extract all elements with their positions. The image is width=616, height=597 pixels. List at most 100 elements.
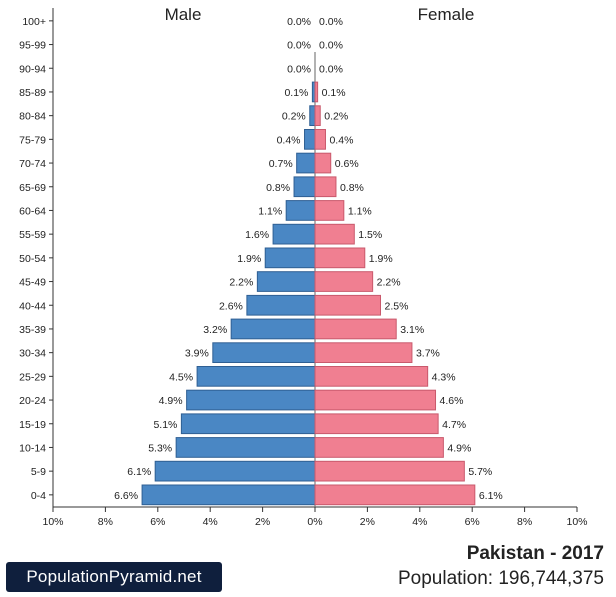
- male-value-label: 0.1%: [284, 87, 308, 99]
- age-group-label: 35-39: [19, 324, 46, 336]
- female-value-label: 0.6%: [335, 158, 359, 170]
- female-bar: [314, 81, 319, 103]
- axis-layer: 10% 8% 6% 4% 2% 0% 2% 4% 6% 8% 10%: [42, 8, 588, 528]
- age-group-label: 25-29: [19, 371, 46, 383]
- x-tick-label: 0%: [307, 516, 322, 528]
- male-bar: [285, 200, 316, 221]
- male-value-label: 3.9%: [185, 348, 209, 360]
- age-group-label: 80-84: [19, 111, 46, 123]
- brand-text: PopulationPyramid.net: [26, 567, 202, 586]
- x-tick-label: 2%: [255, 516, 270, 528]
- female-bar: [314, 484, 476, 506]
- male-value-label: 5.3%: [148, 442, 172, 454]
- female-value-label: 0.8%: [340, 182, 364, 194]
- female-value-label: 1.5%: [358, 229, 382, 241]
- brand-badge[interactable]: PopulationPyramid.net: [6, 562, 222, 592]
- age-group-label: 90-94: [19, 63, 46, 75]
- female-value-label: 0.4%: [329, 134, 353, 146]
- age-group-label: 50-54: [19, 253, 46, 265]
- chart-title: Pakistan - 2017: [466, 543, 604, 564]
- female-value-label: 0.0%: [319, 40, 343, 52]
- male-value-label: 4.5%: [169, 371, 193, 383]
- male-value-label: 0.0%: [287, 16, 311, 28]
- male-bar: [186, 389, 316, 411]
- age-group-label: 20-24: [19, 395, 46, 407]
- age-group-label: 95-99: [19, 40, 46, 52]
- male-bar: [175, 437, 316, 458]
- male-bar: [264, 247, 316, 269]
- x-tick-label: 2%: [360, 516, 375, 528]
- female-value-label: 4.7%: [442, 419, 466, 431]
- x-tick-label: 4%: [203, 516, 218, 528]
- male-value-label: 2.6%: [219, 300, 243, 312]
- x-tick-label: 4%: [412, 516, 427, 528]
- female-bar: [314, 200, 345, 221]
- female-value-label: 4.6%: [440, 395, 464, 407]
- labels-layer: 100+ 0.0% 0.0% 95-99 0.0% 0.0% 90-94 0.0% 0.0% 85…: [19, 16, 503, 502]
- female-value-label: 3.7%: [416, 348, 440, 360]
- female-value-label: 2.5%: [385, 300, 409, 312]
- female-bar: [314, 105, 321, 127]
- female-bar: [314, 366, 429, 387]
- male-value-label: 0.7%: [269, 158, 293, 170]
- age-group-label: 10-14: [19, 442, 46, 454]
- x-tick-label: 6%: [465, 516, 480, 528]
- female-bar: [314, 271, 374, 292]
- male-value-label: 2.2%: [229, 277, 253, 289]
- female-bar: [314, 152, 332, 174]
- age-group-label: 75-79: [19, 134, 46, 146]
- age-group-label: 85-89: [19, 87, 46, 99]
- male-bar: [296, 152, 316, 174]
- female-bar: [314, 460, 465, 482]
- x-tick-label: 10%: [566, 516, 587, 528]
- female-value-label: 0.2%: [324, 111, 348, 123]
- female-value-label: 1.9%: [369, 253, 393, 265]
- female-bar: [314, 223, 355, 245]
- age-group-label: 100+: [22, 16, 46, 28]
- age-group-label: 60-64: [19, 205, 46, 217]
- female-value-label: 2.2%: [377, 277, 401, 289]
- x-tick-label: 8%: [98, 516, 113, 528]
- male-value-label: 3.2%: [203, 324, 227, 336]
- x-tick-label: 10%: [42, 516, 63, 528]
- male-bar: [293, 176, 316, 198]
- bars-layer: [141, 81, 476, 506]
- female-value-label: 4.9%: [447, 442, 471, 454]
- male-value-label: 0.0%: [287, 63, 311, 75]
- male-bar: [256, 271, 316, 292]
- age-group-label: 70-74: [19, 158, 46, 170]
- age-group-label: 40-44: [19, 300, 46, 312]
- male-value-label: 5.1%: [153, 419, 177, 431]
- female-bar: [314, 413, 439, 435]
- male-value-label: 1.6%: [245, 229, 269, 241]
- female-bar: [314, 176, 337, 198]
- male-bar: [196, 366, 316, 387]
- x-tick-label: 6%: [150, 516, 165, 528]
- age-group-label: 55-59: [19, 229, 46, 241]
- female-value-label: 0.0%: [319, 63, 343, 75]
- male-value-label: 6.1%: [127, 466, 151, 478]
- male-bar: [304, 129, 316, 150]
- age-group-label: 65-69: [19, 182, 46, 194]
- male-bar: [180, 413, 316, 435]
- female-value-label: 6.1%: [479, 490, 503, 502]
- female-bar: [314, 342, 413, 363]
- male-bar: [212, 342, 316, 363]
- population-label: Population: 196,744,375: [397, 568, 604, 589]
- age-group-label: 45-49: [19, 277, 46, 289]
- female-value-label: 0.1%: [322, 87, 346, 99]
- male-bar: [141, 484, 316, 506]
- female-value-label: 0.0%: [319, 16, 343, 28]
- female-bar: [314, 318, 397, 340]
- male-value-label: 4.9%: [159, 395, 183, 407]
- female-value-label: 1.1%: [348, 205, 372, 217]
- female-bar: [314, 294, 381, 316]
- female-value-label: 5.7%: [468, 466, 492, 478]
- male-bar: [246, 294, 316, 316]
- male-value-label: 1.9%: [237, 253, 261, 265]
- female-bar: [314, 247, 366, 269]
- female-bar: [314, 389, 437, 411]
- male-bar: [272, 223, 316, 245]
- female-bar: [314, 129, 326, 150]
